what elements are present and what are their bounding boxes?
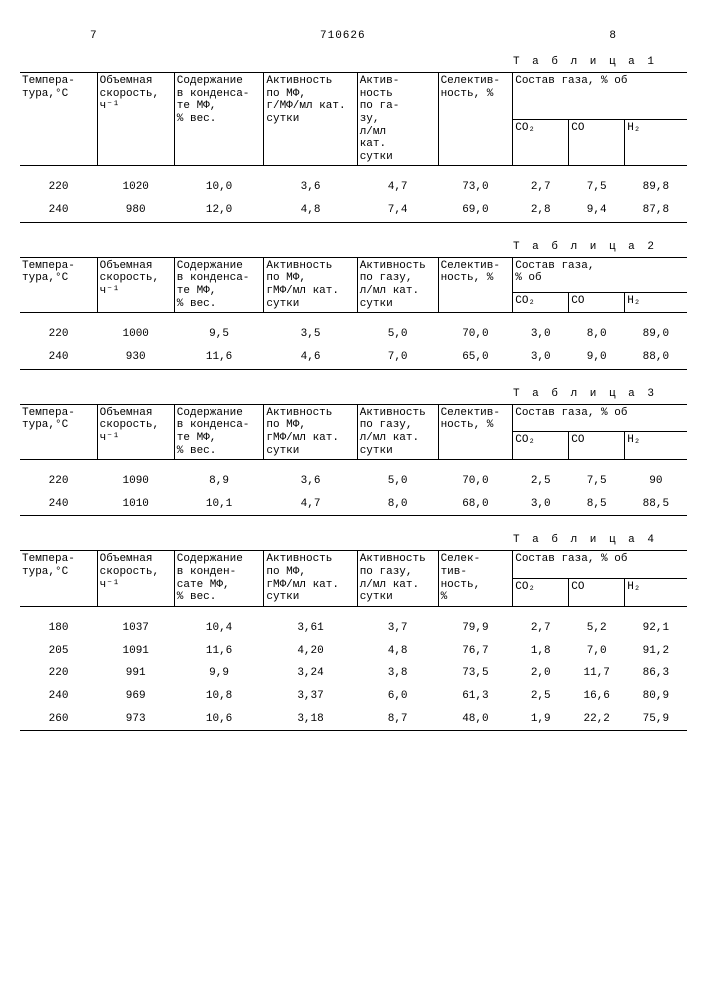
caption-t3: Т а б л и ц а 3 (20, 388, 687, 400)
h-sel: Селектив-ность, % (438, 73, 513, 166)
h-co: CO (569, 432, 625, 460)
h-vol: Объемнаяскорость, ч⁻¹ (97, 257, 174, 313)
h-sel: Селек-тив-ность,% (438, 551, 513, 607)
h-actg: Активностьпо газу,л/мл кат.сутки (357, 551, 438, 607)
table-row: 22010908,93,65,070,02,57,590 (20, 470, 687, 493)
h-actg: Активностьпо газу,л/мл кат.сутки (357, 257, 438, 313)
h-sel: Селектив-ность, % (438, 257, 513, 313)
h-actmf: Активностьпо МФ,гМФ/мл кат.сутки (264, 257, 357, 313)
h-co2: CO₂ (513, 579, 569, 607)
h-actg: Активностьпо газу,л/мл кат.сутки (357, 404, 438, 460)
table-row: 22010009,53,55,070,03,08,089,0 (20, 323, 687, 346)
h-actg: Актив-ностьпо га-зу,л/млкат.сутки (357, 73, 438, 166)
h-co2: CO₂ (513, 119, 569, 166)
h-gas: Состав газа,% об (513, 257, 687, 292)
h-co: CO (569, 579, 625, 607)
caption-t4: Т а б л и ц а 4 (20, 534, 687, 546)
h-sel: Селектив-ность, % (438, 404, 513, 460)
h-gas: Состав газа, % об (513, 73, 687, 120)
h-h2: H₂ (625, 432, 687, 460)
table-2: Темпера-тура,°C Объемнаяскорость, ч⁻¹ Со… (20, 257, 687, 374)
h-vol: Объемнаяскорость, ч⁻¹ (97, 404, 174, 460)
h-h2: H₂ (625, 579, 687, 607)
table-row: 205109111,64,204,876,71,87,091,2 (20, 640, 687, 663)
h-temp: Темпера-тура,°C (20, 73, 97, 166)
h-co: CO (569, 119, 625, 166)
table-3: Темпера-тура,°C Объемнаяскорость, ч⁻¹ Со… (20, 404, 687, 521)
h-cond: Содержаниев конденса-те МФ,% вес. (174, 404, 264, 460)
page-header: 7 710626 8 (20, 30, 687, 42)
h-actmf: Активностьпо МФ,гМФ/мл кат.сутки (264, 551, 357, 607)
h-h2: H₂ (625, 292, 687, 312)
h-co: CO (569, 292, 625, 312)
h-actmf: Активностьпо МФ,г/МФ/мл кат.сутки (264, 73, 357, 166)
page-center: 710626 (320, 30, 366, 42)
page-right: 8 (609, 30, 617, 42)
caption-t2: Т а б л и ц а 2 (20, 241, 687, 253)
h-gas: Состав газа, % об (513, 404, 687, 432)
h-temp: Темпера-тура,°C (20, 551, 97, 607)
h-vol: Объемнаяскорость, ч⁻¹ (97, 73, 174, 166)
table-row: 24093011,64,67,065,03,09,088,0 (20, 346, 687, 369)
h-h2: H₂ (625, 119, 687, 166)
h-vol: Объемнаяскорость, ч⁻¹ (97, 551, 174, 607)
h-temp: Темпера-тура,°C (20, 257, 97, 313)
table-row: 24096910,83,376,061,32,516,680,9 (20, 685, 687, 708)
table-row: 2209919,93,243,873,52,011,786,3 (20, 662, 687, 685)
table-row: 24098012,04,87,469,02,89,487,8 (20, 199, 687, 222)
table-row: 220102010,03,64,773,02,77,589,8 (20, 176, 687, 199)
h-actmf: Активностьпо МФ,гМФ/мл кат.сутки (264, 404, 357, 460)
h-cond: Содержаниев конденса-те МФ,% вес. (174, 73, 264, 166)
h-cond: Содержаниев конден-сате МФ,% вес. (174, 551, 264, 607)
caption-t1: Т а б л и ц а 1 (20, 56, 687, 68)
h-gas: Состав газа, % об (513, 551, 687, 579)
h-co2: CO₂ (513, 432, 569, 460)
table-row: 240101010,14,78,068,03,08,588,5 (20, 493, 687, 516)
table-row: 26097310,63,188,748,01,922,275,9 (20, 708, 687, 731)
h-co2: CO₂ (513, 292, 569, 312)
page-left: 7 (90, 30, 98, 42)
table-1: Темпера-тура,°C Объемнаяскорость, ч⁻¹ Со… (20, 72, 687, 227)
table-row: 180103710,43,613,779,92,75,292,1 (20, 617, 687, 640)
h-temp: Темпера-тура,°C (20, 404, 97, 460)
table-4: Темпера-тура,°C Объемнаяскорость, ч⁻¹ Со… (20, 550, 687, 735)
h-cond: Содержаниев конденса-те МФ,% вес. (174, 257, 264, 313)
